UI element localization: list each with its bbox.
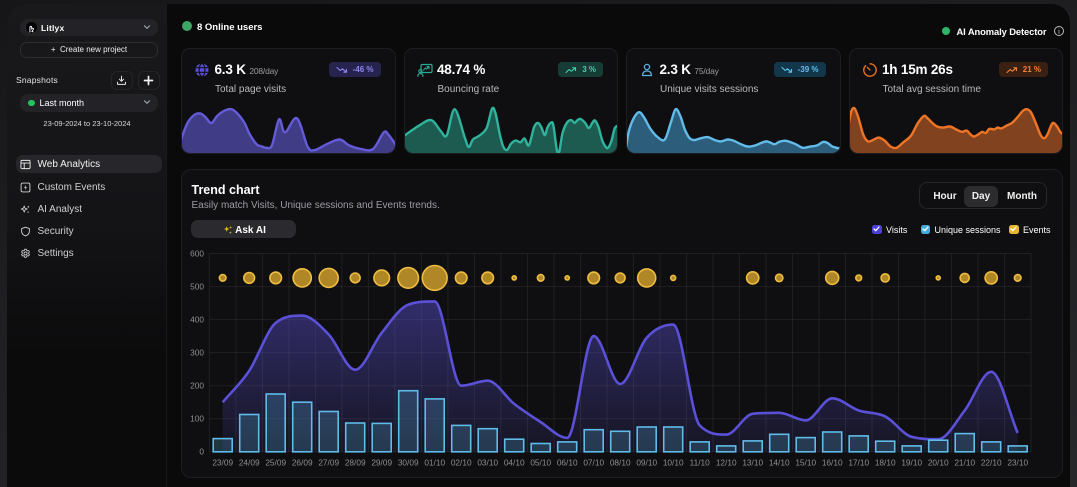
svg-text:07/10: 07/10 [583, 458, 604, 468]
svg-text:200: 200 [190, 381, 204, 391]
svg-text:100: 100 [190, 414, 204, 424]
svg-text:11/10: 11/10 [690, 458, 711, 468]
svg-text:22/10: 22/10 [981, 458, 1002, 468]
svg-text:12/10: 12/10 [716, 458, 737, 468]
svg-text:15/10: 15/10 [795, 458, 816, 468]
svg-text:09/10: 09/10 [636, 458, 657, 468]
svg-text:0: 0 [199, 447, 204, 457]
svg-text:20/10: 20/10 [928, 458, 949, 468]
svg-text:27/09: 27/09 [318, 458, 339, 468]
svg-text:28/09: 28/09 [345, 458, 366, 468]
svg-text:400: 400 [190, 314, 204, 324]
svg-text:06/10: 06/10 [557, 458, 578, 468]
svg-text:02/10: 02/10 [451, 458, 472, 468]
svg-text:29/09: 29/09 [371, 458, 392, 468]
svg-text:13/10: 13/10 [742, 458, 763, 468]
svg-text:05/10: 05/10 [530, 458, 551, 468]
svg-text:24/09: 24/09 [239, 458, 260, 468]
svg-text:14/10: 14/10 [769, 458, 790, 468]
svg-text:17/10: 17/10 [848, 458, 869, 468]
svg-text:600: 600 [190, 248, 204, 258]
svg-text:08/10: 08/10 [610, 458, 631, 468]
svg-text:10/10: 10/10 [663, 458, 684, 468]
svg-text:30/09: 30/09 [398, 458, 419, 468]
svg-text:500: 500 [190, 281, 204, 291]
svg-text:19/10: 19/10 [901, 458, 922, 468]
svg-text:23/09: 23/09 [212, 458, 233, 468]
svg-text:04/10: 04/10 [504, 458, 525, 468]
svg-text:25/09: 25/09 [265, 458, 286, 468]
svg-text:26/09: 26/09 [292, 458, 313, 468]
svg-text:300: 300 [190, 347, 204, 357]
svg-text:23/10: 23/10 [1007, 458, 1028, 468]
svg-text:18/10: 18/10 [875, 458, 896, 468]
svg-text:01/10: 01/10 [424, 458, 445, 468]
svg-text:03/10: 03/10 [477, 458, 498, 468]
svg-text:16/10: 16/10 [822, 458, 843, 468]
svg-text:21/10: 21/10 [954, 458, 975, 468]
